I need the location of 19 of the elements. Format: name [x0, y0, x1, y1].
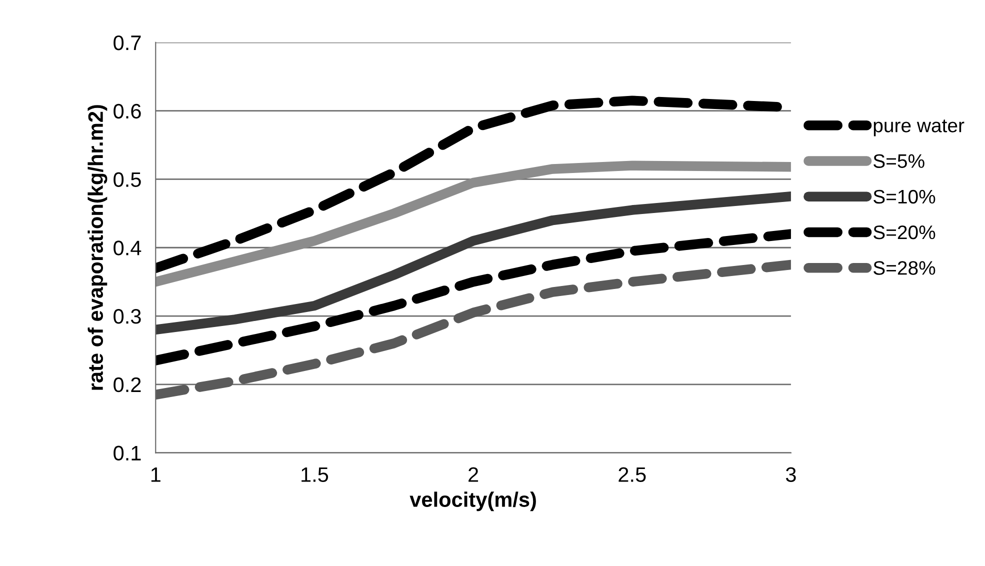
x-tick-label: 1.5: [302, 467, 328, 482]
x-tick-label: 3: [786, 467, 796, 482]
y-tick-label: 0.6: [114, 104, 141, 119]
x-tick-label: 1: [151, 467, 160, 482]
y-tick-label: 0.1: [114, 446, 141, 461]
legend-label: pure water: [874, 120, 964, 136]
y-tick-label: 0.4: [114, 240, 142, 256]
y-axis-title: rate of evaporation(kg/hr.m2): [88, 105, 108, 390]
x-tick-label: 2.5: [618, 467, 646, 482]
y-tick-label: 0.3: [114, 309, 141, 324]
y-tick-label: 0.5: [114, 172, 141, 187]
legend-label: S=5%: [874, 154, 924, 168]
x-axis-title: velocity(m/s): [410, 492, 536, 512]
x-tick-label: 2: [468, 467, 478, 482]
y-tick-label: 0.7: [114, 35, 141, 50]
legend-label: S=10%: [874, 190, 936, 204]
y-tick-label: 0.2: [114, 377, 141, 392]
legend-label: S=20%: [874, 225, 936, 240]
legend-label: S=28%: [874, 261, 936, 275]
